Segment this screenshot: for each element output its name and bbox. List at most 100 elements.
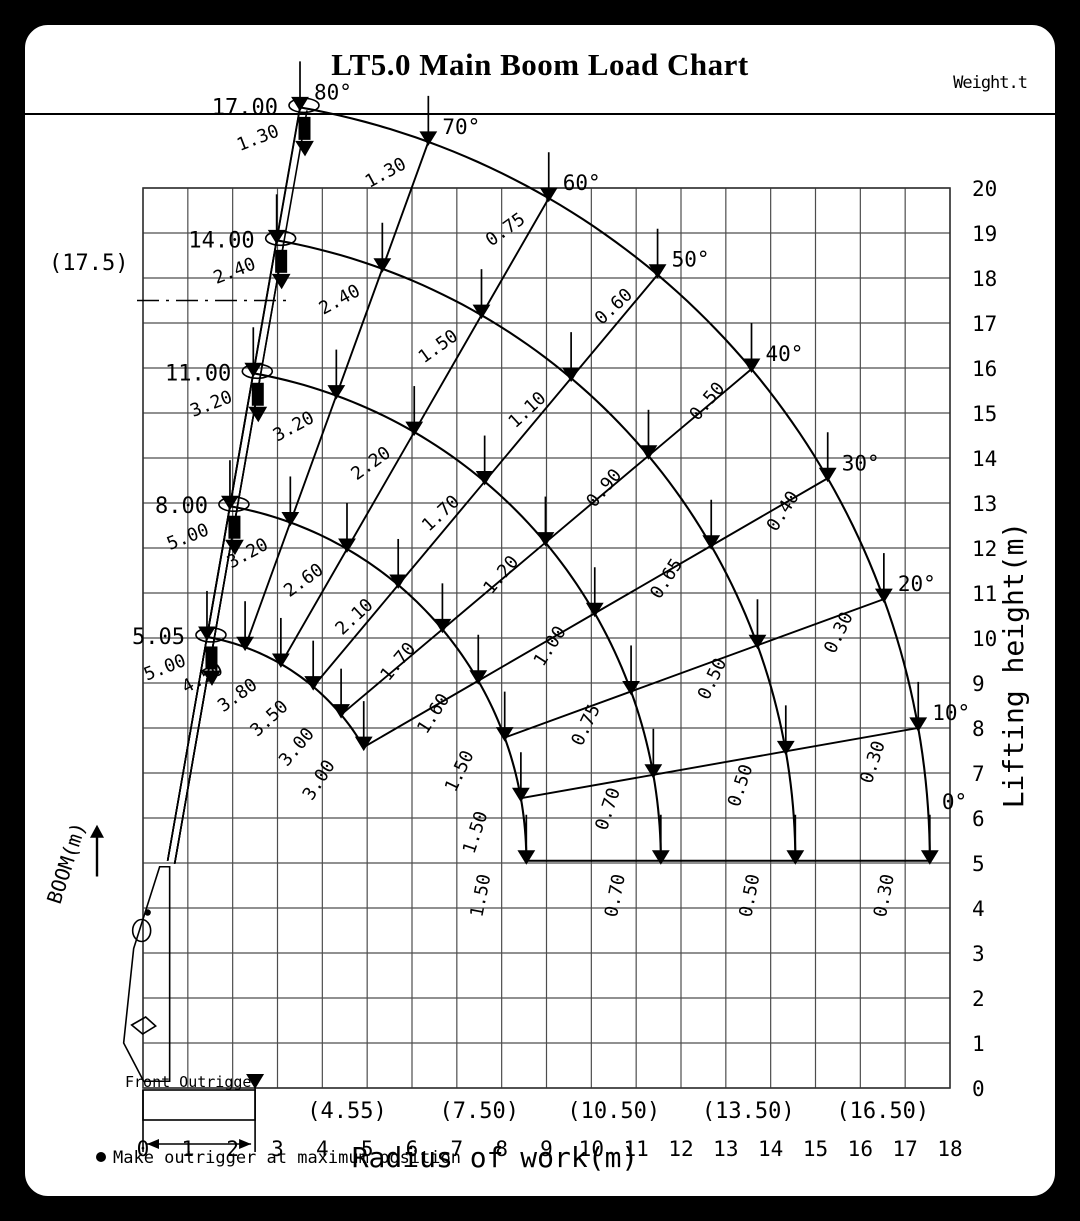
capacity-value: 1.50 [441,747,479,795]
boom-length-label-5.05: 5.05 [132,625,185,650]
x-tick-label: 4 [316,1137,329,1161]
capacity-value: 0.50 [735,872,764,919]
y-tick-label: 15 [972,402,997,426]
angle-label-40: 40° [766,342,804,366]
radius-marker-label: (4.55) [307,1099,386,1124]
capacity-arrow-icon [639,445,658,460]
y-tick-label: 14 [972,447,997,471]
capacity-arrow-icon [702,535,721,550]
y-tick-label: 16 [972,357,997,381]
angle-label-30: 30° [842,451,880,475]
capacity-value: 1.50 [459,809,493,857]
x-tick-label: 3 [271,1137,284,1161]
capacity-arrow-icon [354,736,373,752]
y-tick-label: 20 [972,177,997,201]
chart-card: LT5.0 Main Boom Load Chart Weight.t 1.30… [22,22,1058,1199]
x-tick-label: 5 [361,1137,374,1161]
capacity-value: 0.30 [870,872,899,919]
x-tick-label: 6 [406,1137,419,1161]
capacity-value: 0.30 [856,738,890,786]
y-tick-label: 17 [972,312,997,336]
y-tick-label: 8 [972,717,985,741]
boom-length-label-11.00: 11.00 [165,361,231,386]
crane-hook-icon [271,273,291,290]
x-tick-label: 15 [803,1137,828,1161]
capacity-arrow-icon [419,131,438,146]
arrow-right-icon [239,1139,252,1149]
angle-label-20: 20° [898,572,936,596]
crane-head-sheave [195,627,227,643]
y-tick-label: 7 [972,762,985,786]
capacity-value: 2.40 [211,254,259,289]
crane-boom-5.05 [166,636,208,861]
crane-sheave [131,918,152,943]
y-tick-label: 3 [972,942,985,966]
capacity-arrow-icon [469,670,488,685]
y-tick-label: 13 [972,492,997,516]
capacity-value: 0.75 [567,701,605,749]
capacity-arrow-icon [920,850,939,865]
y-tick-label: 1 [972,1032,985,1056]
x-tick-label: 2 [226,1137,239,1161]
crane-hook-icon [295,140,314,157]
capacity-arrow-icon [373,258,392,273]
capacity-arrow-icon [742,358,761,373]
capacity-value: 0.40 [763,487,804,535]
capacity-arrow-icon [304,676,323,691]
radius-marker-label: (13.50) [702,1099,795,1124]
capacity-arrow-icon [327,385,346,400]
capacity-arrow-icon [585,602,604,618]
y-tick-label: 5 [972,852,985,876]
capacity-arrow-icon [433,618,452,634]
capacity-value: 1.50 [466,872,495,919]
boom-angle-rays [206,107,930,862]
y-tick-label: 18 [972,267,997,291]
arrow-left-icon [147,1139,159,1149]
capacity-arrow-icon [776,740,795,756]
capacity-arrow-icon [786,850,805,865]
capacity-value: 0.90 [582,465,626,512]
capacity-arrow-icon [562,367,581,383]
capacity-arrow-icon [271,653,290,668]
capacity-value: 0.70 [591,785,625,833]
x-tick-label: 11 [624,1137,649,1161]
capacity-value: 1.30 [362,153,410,192]
angle-label-10: 10° [932,701,970,725]
load-chart-plot: 1.30 1.30 0.75 0.60 0.50 0.40 0.30 0.30 0.30 2.40… [25,25,1055,1196]
capacity-arrow-icon [236,636,254,652]
crane-hook-icon [225,539,244,556]
crane-hook-block [251,382,264,406]
y-tick-label: 19 [972,222,997,246]
x-tick-label: 7 [451,1137,464,1161]
angle-label-80: 80° [314,80,352,104]
x-tick-label: 18 [937,1137,962,1161]
capacity-arrow-icon [495,727,514,742]
capacity-leaders [198,61,939,865]
capacity-arrow-icon [405,421,424,437]
outrigger-position-marker-icon [246,1074,265,1089]
crane-hook-block [298,116,311,140]
y-tick-label: 9 [972,672,985,696]
y-tick-label: 11 [972,582,997,606]
x-tick-label: 10 [579,1137,604,1161]
capacity-arrow-icon [622,680,640,696]
capacity-arrow-icon [909,717,928,732]
capacity-arrow-icon [539,187,558,203]
capacity-arrow-icon [291,96,309,112]
capacity-arrow-icon [536,532,555,547]
capacity-value: 0.30 [820,609,858,657]
angle-label-0: 0° [942,790,967,814]
x-tick-label: 8 [495,1137,508,1161]
crane-head-sheave [218,496,250,513]
x-tick-label: 17 [893,1137,918,1161]
angle-label-50: 50° [672,248,710,272]
capacity-arrow-icon [651,850,670,865]
capacity-arrow-icon [338,538,356,553]
crane-base-plate [130,1016,157,1035]
x-tick-label: 9 [540,1137,553,1161]
angle-ray-10 [520,726,919,800]
weight-unit-label: Weight.t [953,73,1028,93]
y-tick-label: 4 [972,897,985,921]
capacity-value: 3.50 [246,696,292,741]
